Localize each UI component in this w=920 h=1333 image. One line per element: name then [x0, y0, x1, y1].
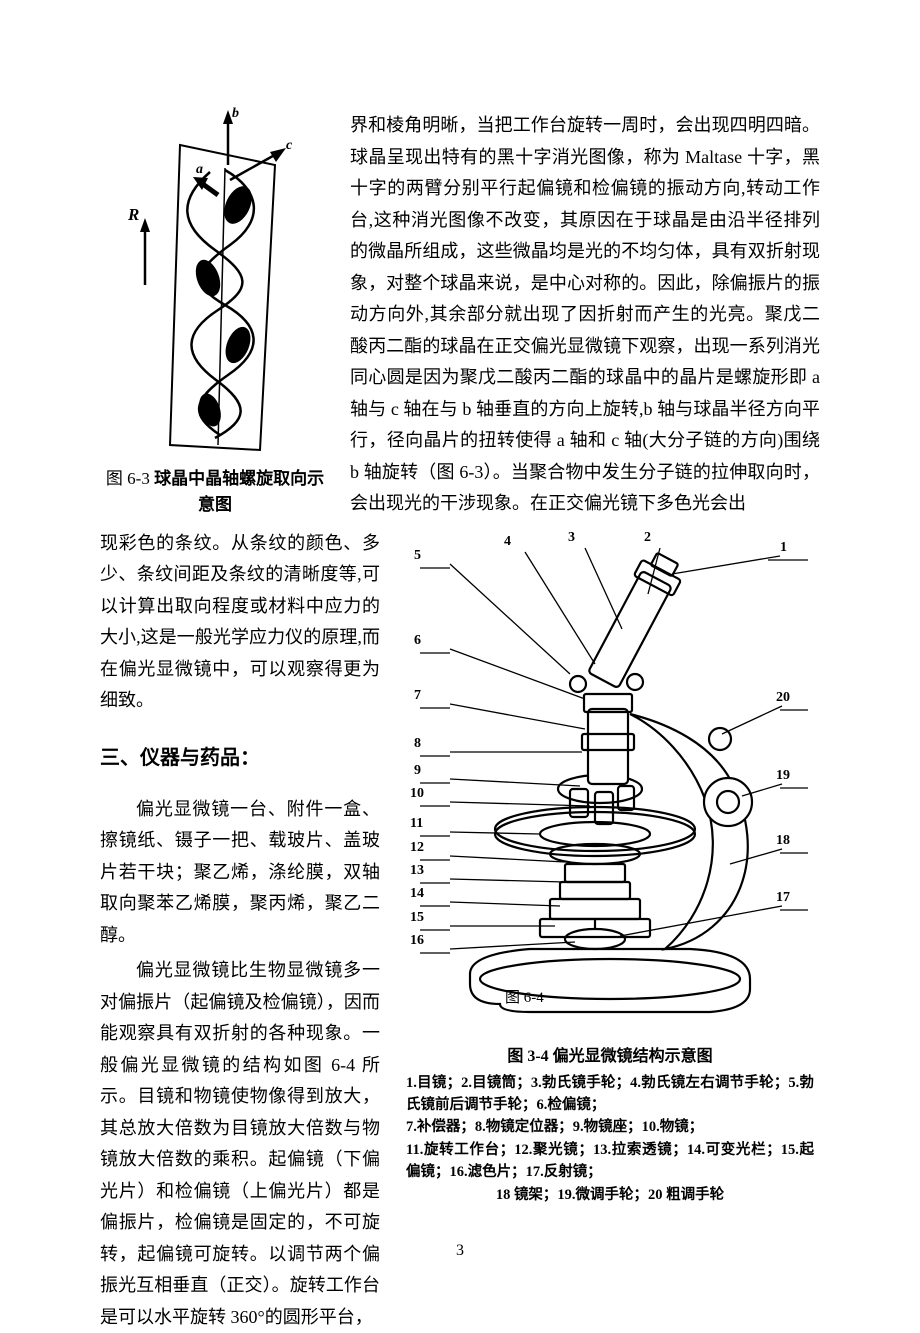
fig64-lbl-4: 4: [504, 534, 511, 550]
fig64-lbl-15: 15: [410, 910, 424, 926]
fig64-lbl-6: 6: [414, 633, 421, 649]
page-number: 3: [0, 1242, 920, 1260]
fig64-lbl-11: 11: [410, 816, 423, 832]
fig64-lbl-20: 20: [776, 690, 790, 706]
fig64-lbl-5: 5: [414, 548, 421, 564]
top-section: b c a R 图 6-3 球晶中晶轴螺旋取向示意图 界和棱角明晰，当把工作台旋…: [100, 110, 820, 520]
section-heading: 三、仪器与药品：: [100, 741, 380, 776]
fig64-lbl-16: 16: [410, 933, 424, 949]
fig64-lbl-3: 3: [568, 530, 575, 546]
legend-line-4: 18 镜架；19.微调手轮；20 粗调手轮: [406, 1184, 814, 1206]
fig64-lbl-19: 19: [776, 768, 790, 784]
axis-label-c: c: [286, 138, 292, 154]
mid-section: 现彩色的条纹。从条纹的颜色、多少、条纹间距及条纹的清晰度等,可以计算出取向程度或…: [100, 528, 820, 1333]
figure-6-3-caption: 图 6-3 球晶中晶轴螺旋取向示意图: [100, 466, 330, 517]
legend-line-1: 1.目镜；2.目镜筒；3.勃氏镜手轮；4.勃氏镜左右调节手轮；5.勃氏镜前后调节…: [406, 1072, 814, 1117]
fig63-caption-bold: 球晶中晶轴螺旋取向示意图: [154, 469, 324, 514]
fig64-lbl-8: 8: [414, 736, 421, 752]
axis-label-a: a: [196, 162, 203, 178]
fig64-lbl-12: 12: [410, 840, 424, 856]
figure-6-4-diagram: 图 6-4 5 6 7 8 9 10 11 12 13 14 15 16 4 3…: [400, 534, 820, 1034]
fig63-caption-prefix: 图 6-3: [106, 469, 154, 488]
mid-para-2: 偏光显微镜一台、附件一盒、擦镜纸、镊子一把、载玻片、盖玻片若干块；聚乙烯，涤纶膜…: [100, 794, 380, 952]
fig64-lbl-2: 2: [644, 530, 651, 546]
figure-6-3-diagram: b c a R: [110, 110, 320, 460]
figure-3-4-legend: 1.目镜；2.目镜筒；3.勃氏镜手轮；4.勃氏镜左右调节手轮；5.勃氏镜前后调节…: [400, 1072, 820, 1207]
fig64-lbl-7: 7: [414, 688, 421, 704]
top-paragraph: 界和棱角明晰，当把工作台旋转一周时，会出现四明四暗。球晶呈现出特有的黑十字消光图…: [350, 110, 820, 520]
legend-line-3: 11.旋转工作台；12.聚光镜；13.拉索透镜；14.可变光栏；15.起偏镜；1…: [406, 1139, 814, 1184]
fig64-in-image-label: 图 6-4: [505, 989, 544, 1006]
axis-label-r: R: [128, 205, 139, 225]
fig64-lbl-13: 13: [410, 863, 424, 879]
legend-line-2: 7.补偿器；8.物镜定位器；9.物镜座；10.物镜；: [406, 1116, 814, 1138]
fig64-lbl-17: 17: [776, 890, 790, 906]
fig64-lbl-9: 9: [414, 763, 421, 779]
axis-label-b: b: [232, 106, 239, 122]
figure-6-4-block: 图 6-4 5 6 7 8 9 10 11 12 13 14 15 16 4 3…: [400, 528, 820, 1333]
fig64-lbl-10: 10: [410, 786, 424, 802]
fig64-lbl-1: 1: [780, 540, 787, 556]
figure-6-3-block: b c a R 图 6-3 球晶中晶轴螺旋取向示意图: [100, 110, 330, 520]
mid-para-3: 偏光显微镜比生物显微镜多一对偏振片（起偏镜及检偏镜），因而能观察具有双折射的各种…: [100, 955, 380, 1333]
fig64-lbl-14: 14: [410, 886, 424, 902]
figure-3-4-caption: 图 3-4 偏光显微镜结构示意图: [400, 1042, 820, 1066]
mid-para-1: 现彩色的条纹。从条纹的颜色、多少、条纹间距及条纹的清晰度等,可以计算出取向程度或…: [100, 528, 380, 717]
fig64-lbl-18: 18: [776, 833, 790, 849]
left-column: 现彩色的条纹。从条纹的颜色、多少、条纹间距及条纹的清晰度等,可以计算出取向程度或…: [100, 528, 380, 1333]
